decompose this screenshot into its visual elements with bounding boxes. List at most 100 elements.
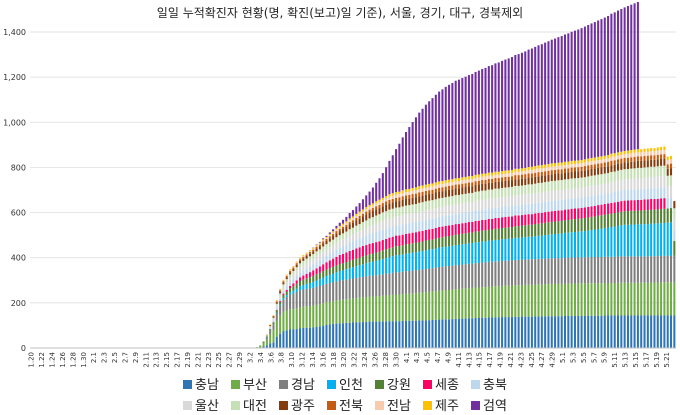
bar-segment [411, 320, 414, 348]
bar-segment [272, 318, 275, 321]
x-tick-label: 4.25 [528, 352, 536, 368]
bar-segment [448, 266, 451, 290]
bar-segment [510, 316, 514, 348]
bar-segment [285, 296, 288, 311]
bar-segment [431, 98, 434, 184]
bar-segment [537, 316, 540, 348]
bar-segment [524, 170, 527, 175]
bar-segment [312, 249, 315, 252]
bar-segment [613, 213, 616, 227]
x-tick-label: 2.13 [153, 352, 161, 368]
bar-segment [547, 201, 550, 212]
bar-segment [570, 283, 573, 316]
bar-segment [371, 217, 374, 225]
bar-segment [404, 233, 408, 245]
bar-segment [328, 235, 331, 237]
bar-segment [348, 218, 351, 221]
bar-segment [342, 245, 345, 254]
bar-segment [570, 171, 573, 179]
bar-segment [338, 227, 341, 229]
bar-segment [342, 225, 345, 227]
bar-segment [414, 232, 417, 243]
bar-segment [292, 329, 295, 348]
bar-segment [345, 262, 348, 270]
bar-segment [663, 158, 666, 166]
bar-segment [550, 200, 553, 212]
bar-segment [391, 199, 394, 203]
bar-segment [477, 177, 480, 181]
bar-segment [421, 250, 424, 270]
bar-segment [398, 207, 401, 217]
bar-segment [351, 210, 355, 217]
bar-segment [514, 285, 517, 317]
bar-segment [573, 231, 576, 258]
bar-segment [487, 229, 490, 241]
bar-segment [332, 301, 335, 324]
bar-segment [454, 188, 457, 196]
bar-segment [501, 173, 504, 178]
x-tick-label: 3.12 [299, 352, 307, 368]
bar-segment [547, 191, 550, 202]
bar-segment [587, 165, 590, 170]
bar-segment [312, 275, 315, 282]
bar-segment [547, 174, 550, 182]
bar-segment [464, 264, 467, 289]
bar-segment [431, 239, 434, 250]
bar-segment [358, 213, 361, 216]
bar-segment [305, 273, 308, 279]
bar-segment [448, 225, 451, 237]
bar-segment [570, 164, 573, 168]
bar-segment [544, 212, 547, 223]
bar-segment [448, 205, 451, 216]
bar-segment [388, 160, 391, 195]
bar-segment [617, 315, 620, 348]
bar-segment [640, 160, 643, 168]
bar-segment [444, 236, 447, 247]
x-tick-label: 4.29 [549, 352, 557, 368]
bar-segment [345, 222, 348, 225]
bar-segment [318, 249, 321, 255]
x-tick-label: 2.7 [121, 352, 129, 363]
bar-segment [557, 180, 560, 191]
bar-segment [345, 227, 348, 232]
bar-segment [355, 248, 358, 259]
bar-segment [617, 180, 620, 192]
bar-segment [318, 272, 321, 280]
bar-segment [577, 315, 580, 348]
bar-segment [507, 216, 510, 228]
bar-segment [395, 235, 398, 247]
bar-segment [554, 283, 557, 317]
bar-segment [534, 46, 537, 167]
bar-segment [504, 238, 507, 261]
bar-segment [636, 156, 639, 161]
bar-segment [411, 190, 414, 195]
bar-segment [398, 216, 401, 226]
bar-segment [580, 163, 583, 167]
bar-segment [504, 170, 507, 174]
bar-segment [448, 319, 451, 348]
bar-segment [315, 245, 318, 247]
bar-segment [603, 315, 606, 348]
bar-segment [464, 243, 467, 265]
bar-segment [457, 178, 461, 181]
bar-segment [640, 189, 643, 200]
bar-segment [613, 181, 616, 192]
bar-segment [471, 263, 474, 288]
bar-segment [547, 170, 550, 175]
bar-segment [345, 216, 348, 222]
bar-segment [623, 7, 626, 151]
bar-segment [563, 34, 567, 162]
bar-segment [580, 197, 583, 208]
bar-segment [381, 220, 384, 230]
bar-segment [298, 257, 302, 259]
bar-segment [408, 243, 411, 254]
bar-segment [670, 282, 673, 316]
bar-segment [650, 166, 653, 177]
bar-segment [636, 160, 639, 168]
bar-segment [375, 206, 378, 210]
bar-segment [507, 206, 510, 217]
bar-segment [487, 182, 490, 190]
bar-segment [573, 219, 576, 232]
bar-segment [295, 263, 298, 265]
bar-segment [527, 214, 530, 225]
